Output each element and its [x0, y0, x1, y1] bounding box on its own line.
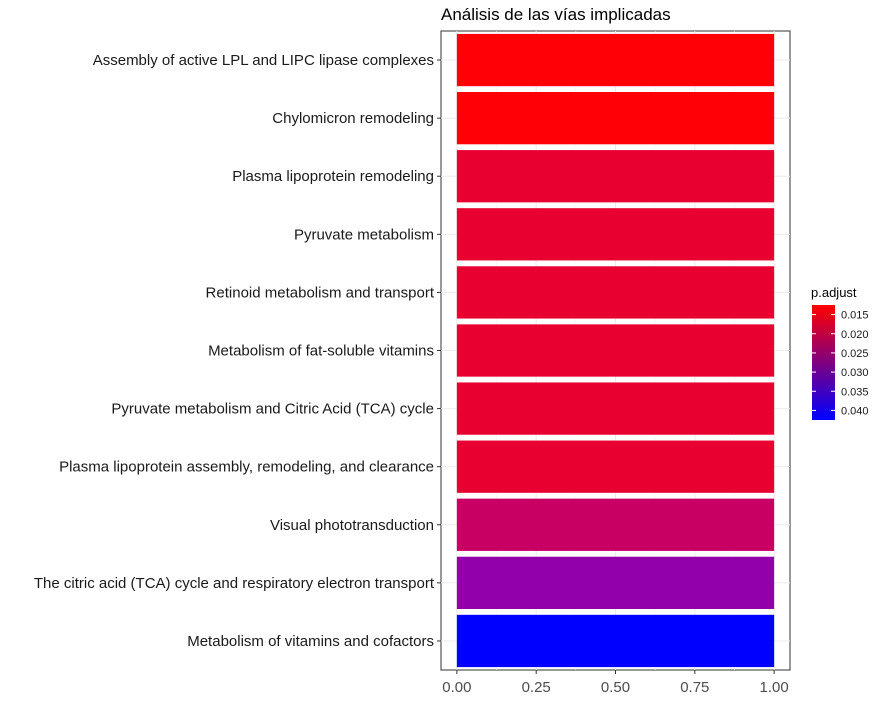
bar [456, 498, 775, 551]
category-label: Plasma lipoprotein remodeling [232, 168, 434, 185]
legend-label: 0.015 [841, 310, 869, 322]
category-label: Plasma lipoprotein assembly, remodeling,… [59, 459, 434, 476]
legend-label: 0.020 [841, 329, 869, 341]
category-label: Pyruvate metabolism [294, 226, 434, 243]
bar [456, 440, 775, 493]
x-tick-label: 0.75 [680, 679, 709, 696]
chart-title: Análisis de las vías implicadas [441, 5, 671, 24]
category-label: Chylomicron remodeling [272, 110, 434, 127]
bar [456, 91, 775, 145]
x-tick-label: 1.00 [760, 679, 789, 696]
legend-label: 0.025 [841, 348, 869, 360]
bar [456, 614, 775, 668]
legend-label: 0.040 [841, 405, 869, 417]
x-axis: 0.00 0.25 0.50 0.75 1.00 [442, 670, 789, 696]
x-tick-label: 0.50 [601, 679, 630, 696]
legend-title: p.adjust [811, 285, 857, 300]
legend-colorbar [812, 305, 835, 420]
bar-group [456, 33, 775, 668]
bar [456, 556, 775, 610]
category-label: Metabolism of vitamins and cofactors [187, 633, 434, 650]
legend-label: 0.030 [841, 367, 869, 379]
category-labels: Assembly of active LPL and LIPC lipase c… [34, 52, 441, 650]
bar [456, 33, 775, 87]
bar [456, 266, 775, 319]
bar [456, 382, 775, 435]
bar [456, 208, 775, 261]
x-tick-label: 0.25 [522, 679, 551, 696]
legend-label: 0.035 [841, 386, 869, 398]
x-tick-label: 0.00 [442, 679, 471, 696]
category-label: Metabolism of fat-soluble vitamins [208, 343, 434, 360]
bar [456, 324, 775, 377]
color-legend: p.adjust 0.015 0.020 0.025 0.030 0.035 0.040 [811, 285, 869, 420]
category-label: Assembly of active LPL and LIPC lipase c… [93, 52, 434, 69]
category-label: Pyruvate metabolism and Citric Acid (TCA… [111, 401, 434, 418]
category-label: Retinoid metabolism and transport [206, 284, 435, 301]
category-label: The citric acid (TCA) cycle and respirat… [34, 575, 435, 592]
category-label: Visual phototransduction [270, 517, 434, 534]
bar [456, 150, 775, 203]
